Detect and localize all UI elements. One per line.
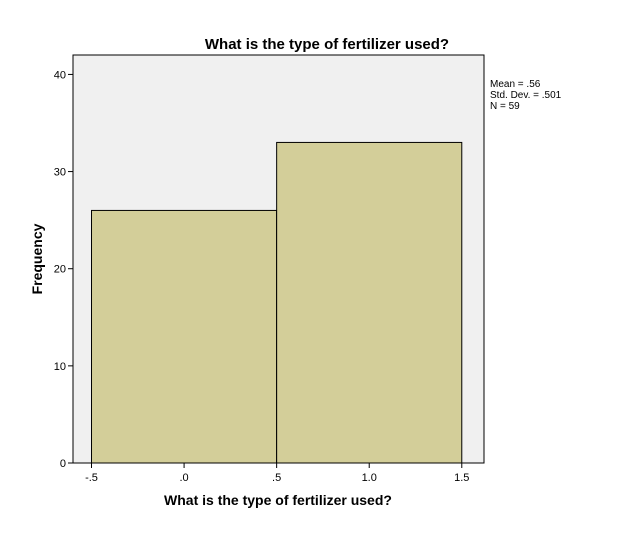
histogram-bar-1 [276,141,463,464]
stat-mean: Mean = .56 [490,79,541,90]
stat-std-dev: Std. Dev. = .501 [490,90,562,101]
x-axis-label: What is the type of fertilizer used? [164,492,392,508]
y-axis: 0 10 20 30 40 [54,69,73,470]
x-tick-label-3: 1.0 [362,472,377,484]
x-axis: -.5 .0 .5 1.0 1.5 [85,463,469,484]
y-tick-label-2: 20 [54,264,66,276]
y-tick-label-4: 40 [54,69,66,81]
x-tick-label-4: 1.5 [454,472,469,484]
stat-n: N = 59 [490,101,520,112]
y-tick-label-3: 30 [54,167,66,179]
x-tick-label-1: .0 [179,472,188,484]
x-tick-label-0: -.5 [85,472,98,484]
chart-title: What is the type of fertilizer used? [205,36,449,53]
bars-group [91,141,463,464]
y-axis-label: Frequency [29,223,45,294]
x-tick-label-2: .5 [272,472,281,484]
histogram-bar-0 [91,209,278,464]
y-tick-label-1: 10 [54,361,66,373]
statistics-box: Mean = .56 Std. Dev. = .501 N = 59 [490,79,562,112]
y-tick-label-0: 0 [60,458,66,470]
